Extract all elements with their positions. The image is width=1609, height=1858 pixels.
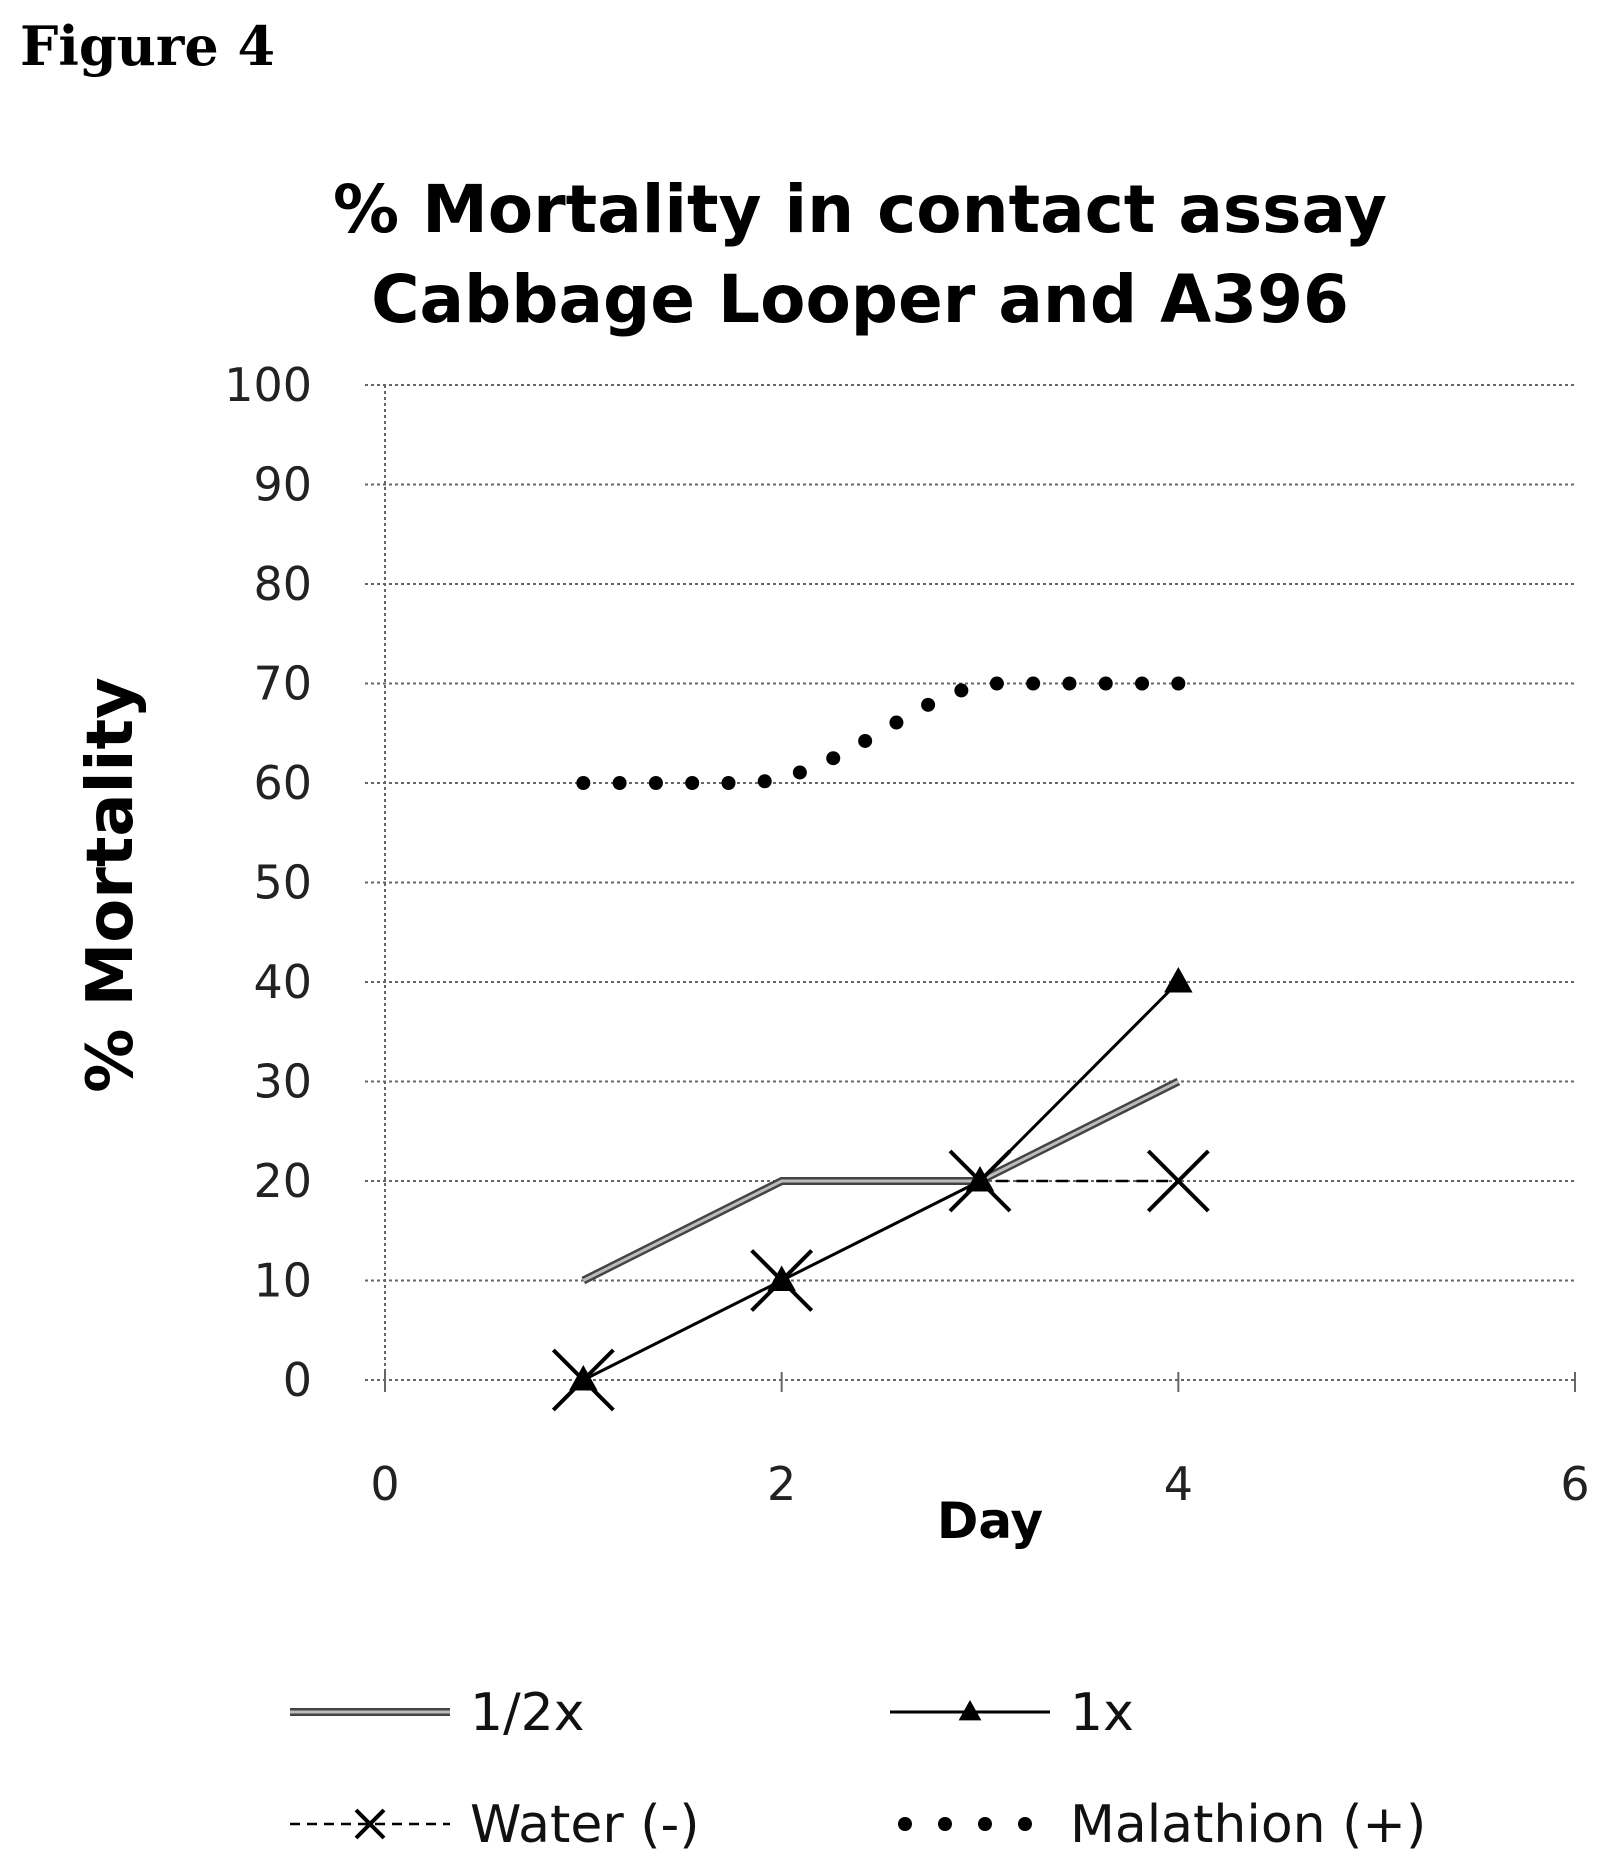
- series-dot: [576, 776, 591, 790]
- x-tick-label: 2: [767, 1457, 796, 1511]
- series-dot: [792, 765, 807, 780]
- series-1-2x: [581, 1077, 1181, 1285]
- series-dot: [826, 751, 841, 766]
- legend-dot: [978, 1817, 992, 1831]
- chart-title-line: % Mortality in contact assay: [333, 171, 1387, 248]
- y-tick-label: 60: [253, 756, 312, 810]
- series-dot: [989, 676, 1004, 691]
- legend-dot: [898, 1817, 912, 1831]
- x-axis-title: Day: [937, 1492, 1043, 1550]
- series-line-inner: [582, 1080, 1180, 1282]
- x-marker-stroke: [551, 1348, 615, 1412]
- gridlines: 0 10 20 30 40 50 60 70 80 90 100: [224, 358, 1575, 1407]
- legend-dot: [938, 1817, 952, 1831]
- series-dot: [1098, 676, 1113, 691]
- series-path-guide: [583, 684, 1178, 784]
- series-layer: [551, 676, 1210, 1412]
- chart-title: % Mortality in contact assay Cabbage Loop…: [333, 171, 1387, 338]
- series-line: [582, 1179, 1179, 1382]
- axes: 0 2 4 6 Day % Mortality: [74, 385, 1590, 1550]
- legend-label: Malathion (+): [1070, 1795, 1426, 1855]
- y-axis-title: % Mortality: [74, 677, 148, 1093]
- legend-label: Water (-): [470, 1795, 700, 1855]
- series-dot: [721, 776, 736, 790]
- data-point-x: [750, 1249, 814, 1312]
- series-dot: [757, 774, 772, 789]
- legend-label: 1/2x: [470, 1683, 584, 1743]
- legend-marker: [354, 1808, 386, 1840]
- x-marker-stroke: [948, 1149, 1012, 1213]
- figure-label: Figure 4: [20, 14, 276, 78]
- y-tick-label: 70: [253, 657, 312, 711]
- y-tick-label: 40: [253, 955, 312, 1009]
- chart-title-line: Cabbage Looper and A396: [371, 261, 1349, 338]
- legend-item: 1/2x: [290, 1683, 584, 1743]
- y-tick-label: 100: [224, 358, 312, 412]
- series-dot: [921, 697, 936, 712]
- series-malathion: [576, 676, 1186, 790]
- data-point-x: [551, 1348, 615, 1412]
- data-point-x: [1146, 1149, 1210, 1213]
- series-water: [551, 1149, 1210, 1412]
- legend-marker: [958, 1700, 982, 1721]
- data-point-x: [948, 1149, 1012, 1213]
- y-tick-label: 90: [253, 458, 312, 512]
- legend-dot: [1018, 1817, 1032, 1831]
- y-tick-label: 50: [253, 856, 312, 910]
- x-marker-stroke: [1146, 1149, 1210, 1213]
- legend-label: 1x: [1070, 1683, 1134, 1743]
- series-dot: [1171, 676, 1186, 691]
- series-dot: [889, 715, 904, 730]
- series-dot: [648, 776, 663, 790]
- data-point-triangle: [1164, 967, 1193, 993]
- legend-item: Water (-): [290, 1795, 700, 1855]
- x-marker-stroke: [354, 1808, 386, 1840]
- y-tick-label: 20: [253, 1154, 312, 1208]
- series-dot: [858, 733, 873, 748]
- y-tick-label: 0: [283, 1353, 312, 1407]
- legend: 1/2x 1x Water (-) Malathion (+): [290, 1683, 1426, 1855]
- x-tick-label: 6: [1560, 1457, 1589, 1511]
- series-dot: [612, 776, 627, 790]
- x-tick-label: 4: [1164, 1457, 1193, 1511]
- legend-item: Malathion (+): [898, 1795, 1426, 1855]
- series-dot: [1135, 676, 1150, 691]
- series-dot: [1026, 676, 1041, 691]
- y-tick-label: 80: [253, 557, 312, 611]
- x-tick-label: 0: [370, 1457, 399, 1511]
- series-dot: [1062, 676, 1077, 691]
- y-tick-label: 10: [253, 1254, 312, 1308]
- x-marker-stroke: [750, 1249, 814, 1312]
- series-dot: [685, 776, 700, 790]
- y-tick-label: 30: [253, 1055, 312, 1109]
- series-dot: [954, 683, 969, 698]
- legend-item: 1x: [890, 1683, 1134, 1743]
